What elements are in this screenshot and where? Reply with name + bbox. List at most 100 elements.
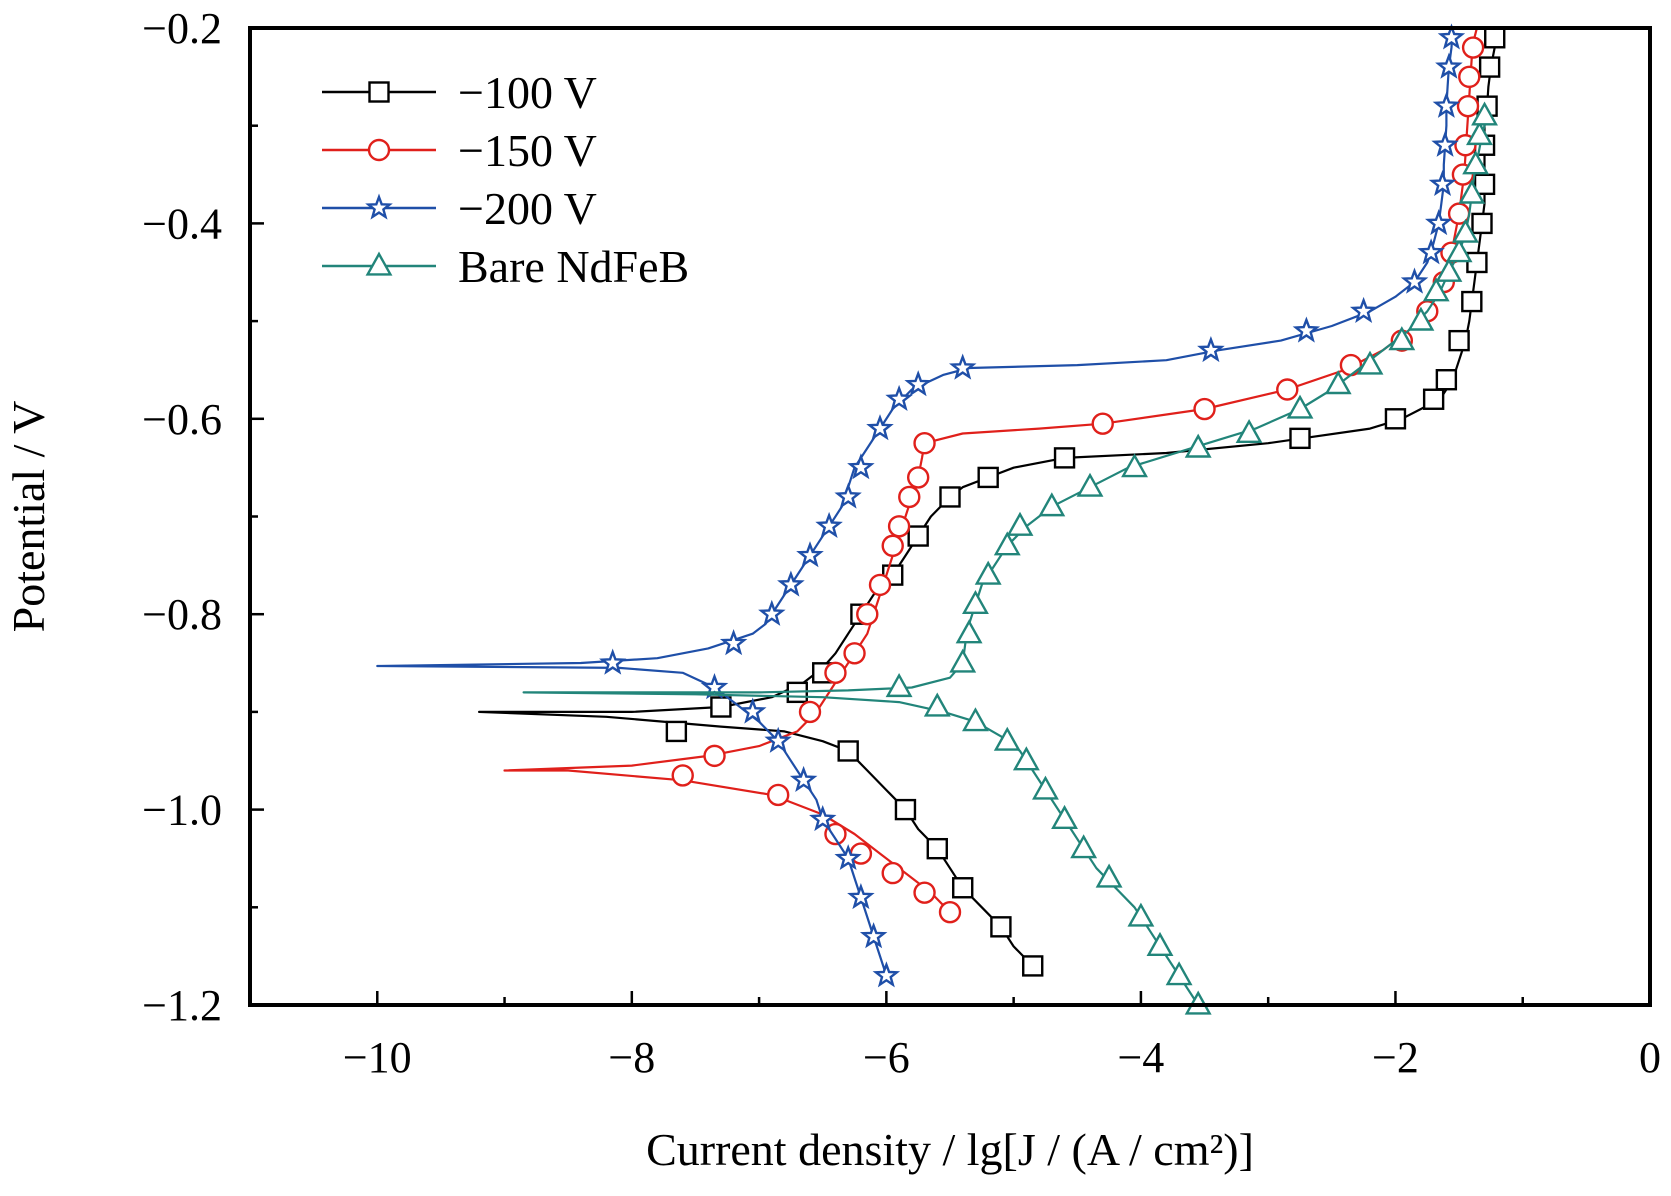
legend-marker [365, 193, 393, 220]
data-point [599, 648, 627, 675]
series-0 [478, 27, 1506, 977]
data-point [1424, 208, 1453, 236]
data-point [1448, 329, 1470, 352]
series-3 [522, 101, 1498, 1015]
data-point [881, 534, 904, 558]
data-point [949, 648, 977, 673]
x-tick-label: −8 [608, 1033, 655, 1082]
data-point [881, 861, 904, 885]
data-point [671, 764, 694, 787]
data-point [847, 883, 875, 910]
data-point [1032, 775, 1059, 800]
data-point [665, 720, 688, 743]
data-point [1012, 746, 1040, 771]
data-point [993, 726, 1021, 751]
data-point [1070, 834, 1098, 859]
data-point [1076, 472, 1104, 497]
ticks-layer [248, 26, 1652, 1007]
data-point [1452, 218, 1479, 243]
data-point [834, 844, 862, 871]
data-point [1292, 316, 1321, 343]
x-tick-label: −4 [1117, 1033, 1164, 1082]
data-point [1461, 36, 1485, 59]
data-point [738, 697, 767, 724]
data-point [796, 541, 824, 568]
data-point [1121, 453, 1148, 478]
data-point [993, 531, 1021, 556]
x-tick-label: −6 [863, 1033, 910, 1082]
y-tick-label: −0.6 [142, 395, 222, 444]
data-point [777, 570, 805, 597]
data-point [847, 453, 875, 480]
legend-marker [367, 138, 391, 162]
data-point [1422, 388, 1445, 410]
y-tick-label: −0.8 [142, 590, 222, 639]
data-point [703, 744, 726, 768]
data-point [1473, 173, 1496, 196]
y-tick-label: −0.2 [142, 4, 222, 53]
data-point [898, 485, 921, 509]
data-point [1276, 378, 1299, 401]
legend-label: −200 V [458, 183, 597, 234]
data-point [885, 384, 913, 411]
data-point [815, 511, 843, 538]
data-point [1478, 56, 1501, 78]
data-point [859, 922, 888, 949]
data-point [904, 370, 932, 397]
x-tick-label: −2 [1372, 1033, 1419, 1082]
series-1 [503, 27, 1485, 924]
legend-label: Bare NdFeB [458, 241, 689, 292]
data-point [1435, 257, 1463, 282]
data-point [837, 740, 859, 762]
data-point [1456, 94, 1480, 118]
data-point [1095, 863, 1123, 888]
data-point [1461, 290, 1483, 313]
y-tick-label: −1.2 [142, 981, 222, 1030]
data-point [834, 482, 862, 509]
data-point [907, 525, 929, 547]
data-point [1431, 130, 1459, 157]
data-point [1417, 238, 1445, 265]
legend-marker [368, 81, 390, 103]
y-tick-label: −0.4 [142, 199, 222, 248]
legend: −100 V −150 V −200 V Bare NdFeB [322, 67, 689, 292]
data-point [1458, 179, 1486, 204]
data-point [974, 560, 1002, 585]
data-point [977, 466, 999, 489]
data-point [955, 619, 983, 644]
data-point [885, 673, 913, 698]
data-point [923, 692, 951, 717]
data-point [1407, 306, 1435, 331]
data-point [719, 629, 748, 656]
data-point [843, 642, 866, 665]
data-point [1006, 511, 1034, 536]
data-point [1146, 931, 1174, 956]
tick-labels: −10 −8 −6 −4 −2 0 −1.2 −1.0 −0.8 −0.6 −0.4 −0.2 [142, 4, 1661, 1082]
data-point [887, 515, 911, 538]
data-point [1193, 397, 1216, 421]
data-point [1053, 447, 1076, 469]
data-point [1349, 296, 1378, 324]
data-point [1422, 277, 1450, 302]
data-point [962, 707, 989, 732]
data-point [1184, 433, 1212, 458]
data-point [1484, 27, 1506, 49]
data-point [1462, 150, 1490, 175]
data-point [1022, 955, 1044, 977]
data-point [948, 353, 977, 380]
data-point [1458, 65, 1481, 89]
legend-marker [365, 251, 393, 276]
y-tick-label: −1.0 [142, 786, 222, 835]
data-point [866, 414, 894, 441]
data-point [789, 765, 818, 793]
data-point [1091, 412, 1114, 435]
data-point [809, 804, 837, 832]
data-point [1435, 52, 1463, 79]
series-line [478, 47, 1496, 967]
data-point [758, 599, 786, 626]
data-point [894, 798, 917, 821]
data-point [868, 573, 892, 597]
legend-label: −100 V [458, 67, 597, 118]
data-point [1324, 370, 1352, 395]
data-point [1445, 238, 1473, 263]
